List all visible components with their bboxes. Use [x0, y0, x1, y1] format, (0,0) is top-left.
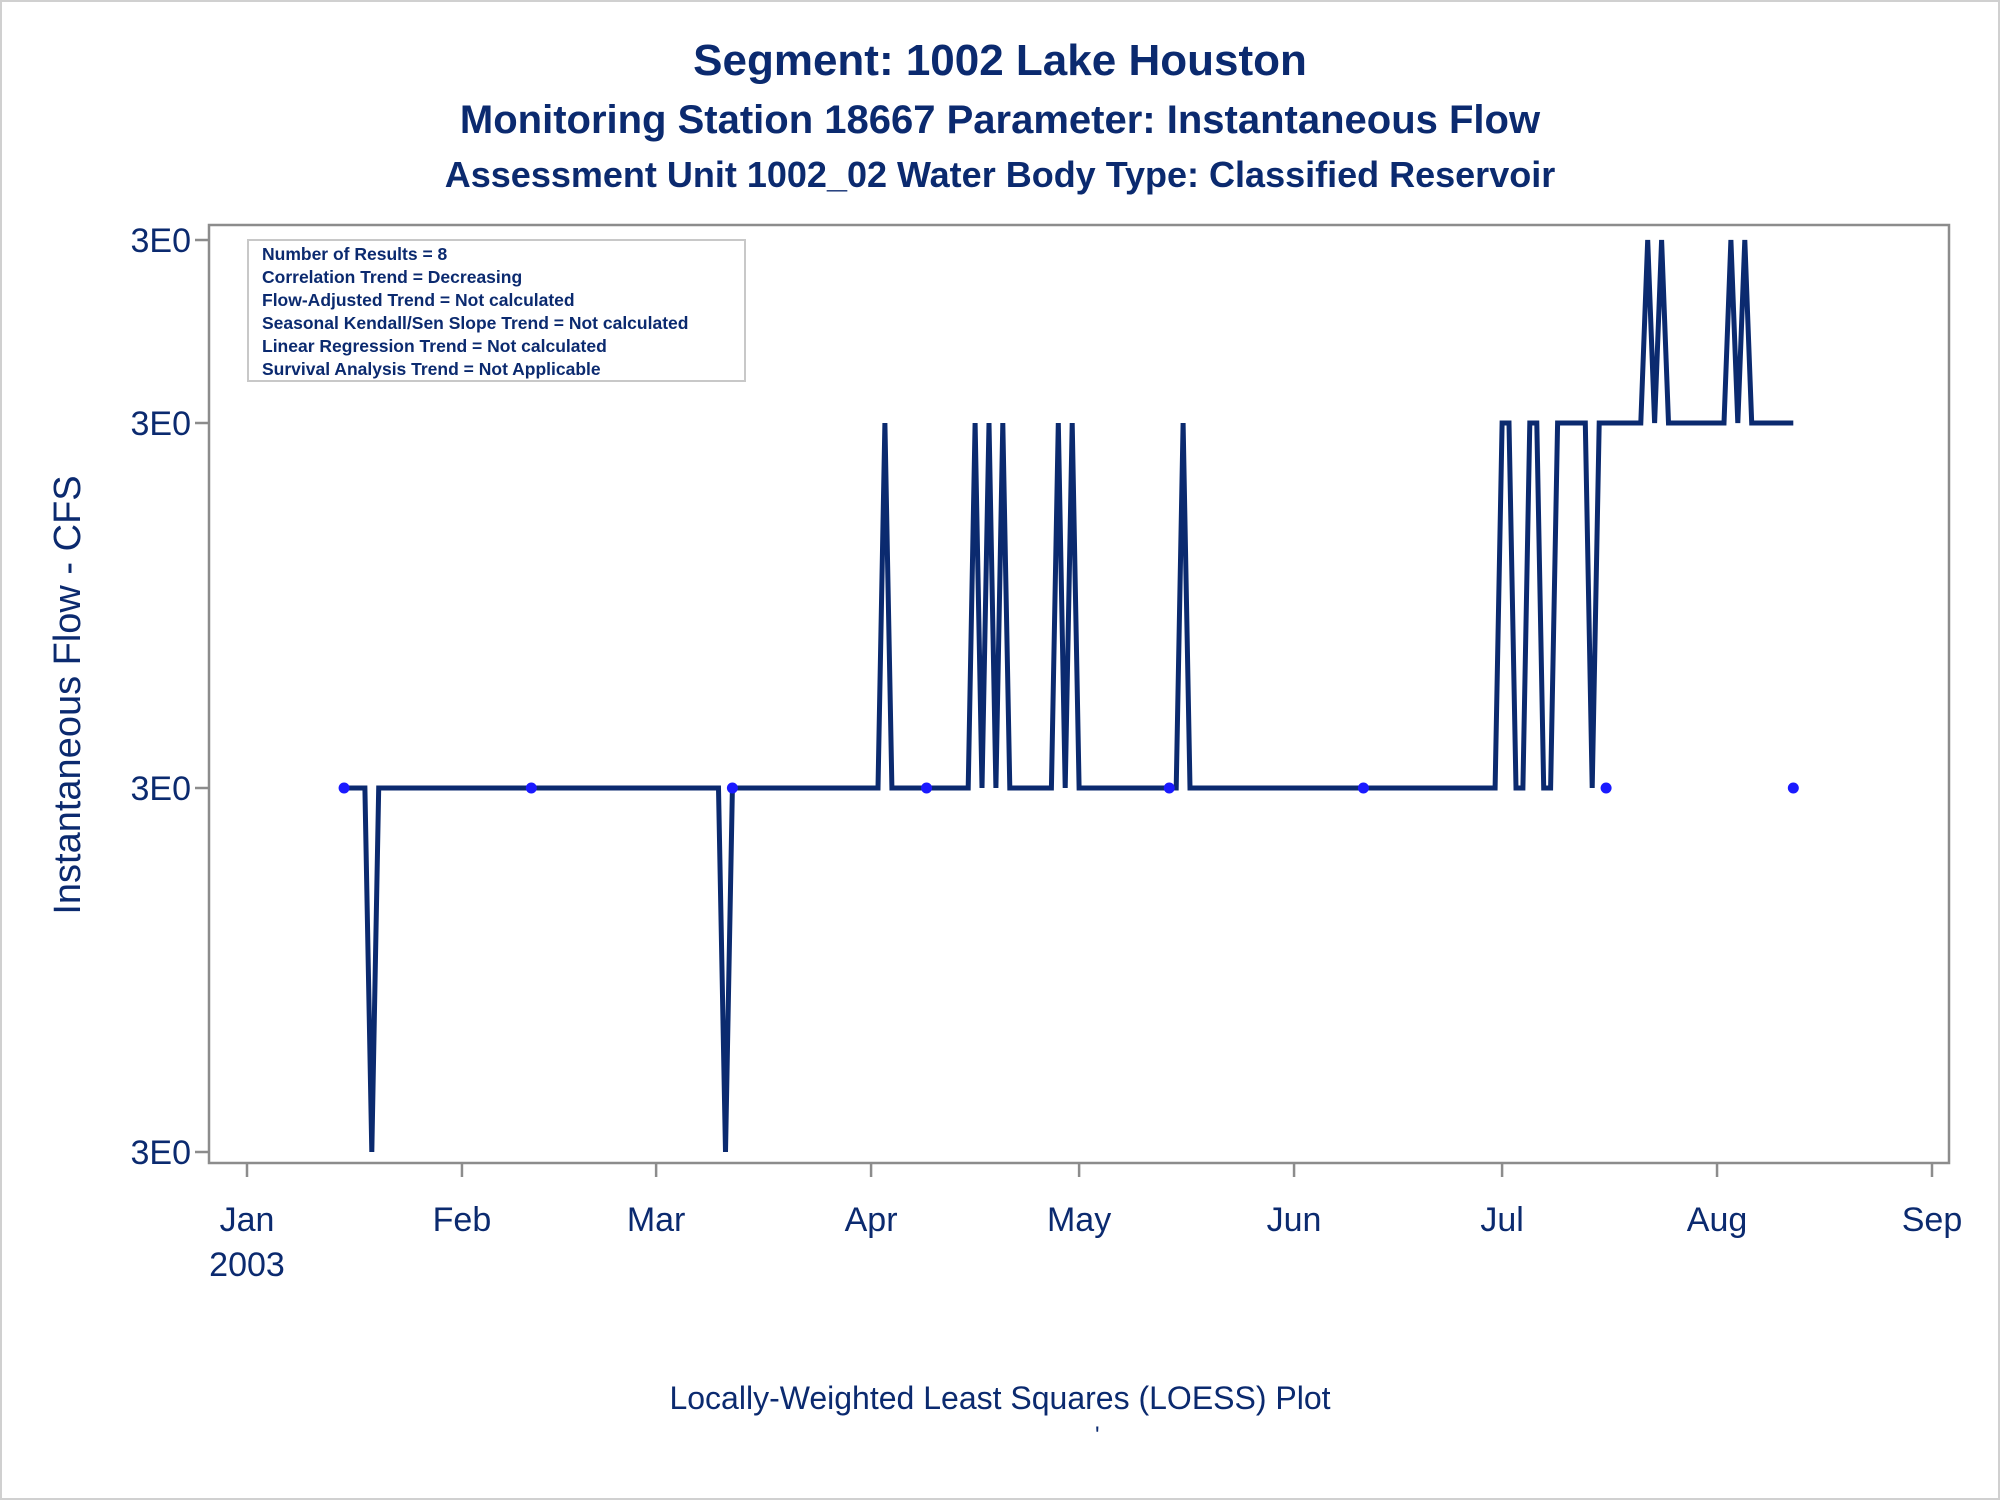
stats-box	[247, 239, 746, 382]
x-tick-label-1: Feb	[433, 1201, 492, 1239]
stats-line-3: Seasonal Kendall/Sen Slope Trend = Not c…	[262, 313, 688, 333]
x-tick-label-2: Mar	[627, 1201, 686, 1239]
data-point-3	[921, 782, 933, 794]
data-point-6	[1600, 782, 1612, 794]
data-point-1	[525, 782, 537, 794]
chart-footnote: Locally-Weighted Least Squares (LOESS) P…	[669, 1380, 1331, 1416]
stats-line-5: Survival Analysis Trend = Not Applicable	[262, 359, 601, 379]
stats-line-1: Correlation Trend = Decreasing	[262, 267, 522, 287]
x-tick-label-8: Sep	[1902, 1201, 1963, 1239]
x-tick-label-0: Jan	[220, 1201, 275, 1239]
data-point-2	[726, 782, 738, 794]
chart-subtitle-station: Monitoring Station 18667 Parameter: Inst…	[459, 98, 1541, 142]
x-tick-label-7: Aug	[1687, 1201, 1748, 1239]
chart-subtitle-assessment: Assessment Unit 1002_02 Water Body Type:…	[444, 154, 1556, 195]
stats-line-2: Flow-Adjusted Trend = Not calculated	[262, 290, 575, 310]
y-axis-title: Instantaneous Flow - CFS	[47, 475, 89, 914]
data-point-4	[1163, 782, 1175, 794]
chart-title: Segment: 1002 Lake Houston	[693, 36, 1307, 85]
data-point-0	[338, 782, 350, 794]
y-tick-label-1: 3E0	[131, 770, 192, 808]
y-tick-label-3: 3E0	[131, 222, 192, 260]
x-tick-sublabel-0: 2003	[209, 1246, 285, 1284]
data-point-7	[1787, 782, 1799, 794]
chart-footnote-mark: '	[1095, 1422, 1100, 1449]
y-tick-label-2: 3E0	[131, 405, 192, 443]
x-tick-label-5: Jun	[1267, 1201, 1322, 1239]
data-point-5	[1357, 782, 1369, 794]
x-tick-label-4: May	[1047, 1201, 1111, 1239]
stats-line-4: Linear Regression Trend = Not calculated	[262, 336, 607, 356]
x-tick-label-3: Apr	[845, 1201, 898, 1239]
stats-line-0: Number of Results = 8	[262, 244, 448, 264]
x-tick-label-6: Jul	[1480, 1201, 1523, 1239]
trend-line	[344, 239, 1794, 1153]
y-tick-label-0: 3E0	[131, 1134, 192, 1172]
